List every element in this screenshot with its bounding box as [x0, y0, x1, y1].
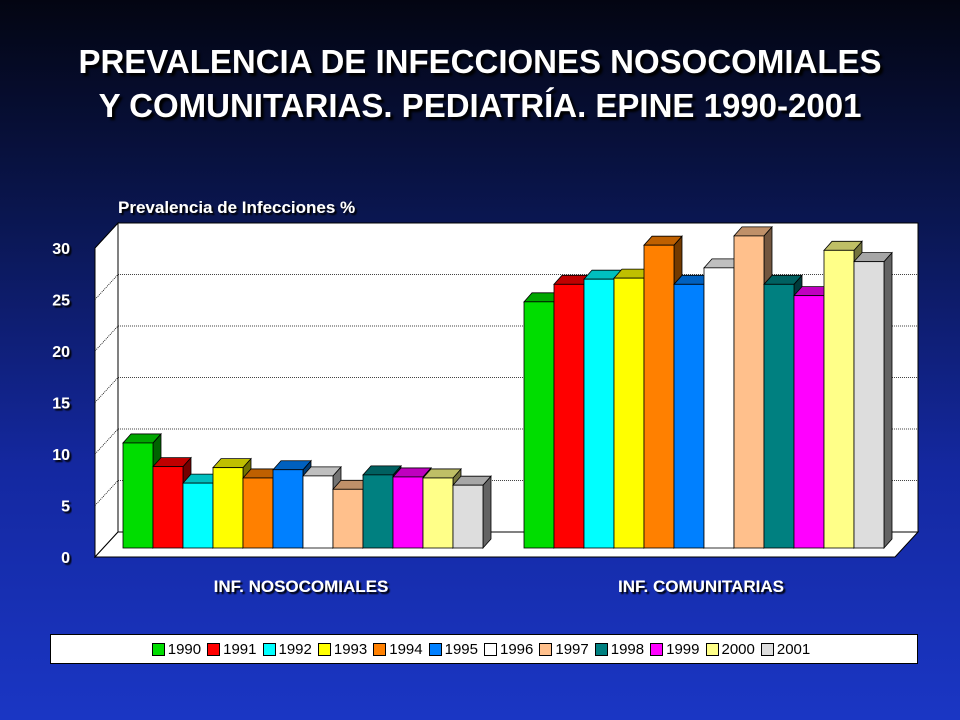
legend-item-1995: 1995 — [428, 640, 478, 658]
legend-swatch — [151, 642, 165, 656]
bar-front — [733, 235, 765, 549]
bar-front — [302, 475, 334, 549]
bar-front — [523, 301, 555, 549]
y-tick-label: 5 — [61, 499, 70, 516]
y-tick-label: 20 — [52, 344, 70, 361]
legend-label: 1998 — [610, 640, 645, 658]
bar-front — [703, 267, 735, 549]
bar-front — [122, 442, 154, 549]
bar-front — [673, 283, 705, 549]
legend-label: 1997 — [555, 640, 589, 658]
bar-front — [362, 474, 394, 549]
legend-item-2001: 2001 — [760, 640, 811, 658]
legend-swatch — [207, 642, 221, 656]
category-label: INF. NOSOCOMIALES — [214, 577, 389, 596]
bar-front — [823, 249, 855, 549]
legend-item-1994: 1994 — [373, 640, 423, 658]
y-tick-label: 0 — [61, 550, 70, 567]
legend-swatch — [539, 642, 553, 656]
y-tick-label: 30 — [52, 241, 70, 258]
category-label: INF. COMUNITARIAS — [618, 577, 784, 596]
bar-side — [482, 475, 492, 550]
legend-label: 2001 — [776, 640, 811, 658]
legend-label: 1999 — [666, 640, 700, 658]
bar-front — [583, 278, 615, 549]
title-line-1: PREVALENCIA DE INFECCIONES NOSOCOMIALES — [78, 43, 882, 80]
legend-item-1997: 1997 — [539, 640, 589, 658]
bars — [122, 225, 893, 550]
legend-swatch — [594, 642, 608, 656]
legend-item-1993: 1993 — [317, 640, 368, 658]
bar-front — [272, 469, 304, 549]
legend-swatch — [484, 642, 497, 656]
y-tick-label: 10 — [52, 447, 70, 464]
legend-item-1998: 1998 — [594, 640, 645, 658]
legend-swatch — [650, 642, 664, 656]
bar-front — [212, 467, 244, 549]
y-tick-label: 25 — [52, 293, 70, 310]
legend-item-1996: 1996 — [484, 641, 533, 658]
legend-swatch — [428, 642, 442, 656]
legend: 1990 1991 1992 1993 1994 1995 1996 1997 1998 1999… — [50, 634, 918, 664]
legend-label: 1991 — [223, 640, 257, 658]
bar-side — [883, 251, 893, 550]
bar-2001-nosocomiales — [452, 475, 492, 550]
title-line-2: Y COMUNITARIAS. PEDIATRÍA. EPINE 1990-20… — [98, 87, 862, 124]
y-tick-label: 15 — [52, 396, 70, 413]
bar-front — [392, 476, 424, 549]
bar-front — [422, 477, 454, 549]
bar-front — [332, 488, 364, 549]
legend-label: 1996 — [500, 640, 534, 658]
bar-front — [643, 244, 675, 549]
legend-label: 1990 — [167, 640, 202, 658]
legend-swatch — [373, 642, 387, 656]
bar-front — [613, 277, 645, 549]
legend-label: 1992 — [278, 640, 312, 658]
bar-front — [793, 295, 825, 549]
x-axis-categories: INF. NOSOCOMIALES INF. COMUNITARIAS — [214, 577, 784, 596]
bar-1995-comunitarias — [673, 274, 713, 550]
legend-item-2000: 2000 — [705, 640, 755, 658]
legend-label: 1993 — [333, 640, 368, 658]
bar-front — [853, 261, 885, 549]
legend-label: 2000 — [721, 640, 755, 658]
bar-front — [182, 482, 214, 549]
y-axis-ticks: 0 5 10 15 20 25 30 — [52, 241, 70, 567]
bar-1998-comunitarias — [763, 274, 803, 550]
bar-front — [452, 484, 484, 549]
legend-item-1990: 1990 — [151, 640, 202, 658]
bar-front — [242, 477, 274, 549]
legend-swatch — [317, 642, 331, 656]
bar-front — [553, 283, 585, 549]
legend-swatch — [705, 642, 719, 656]
legend-swatch — [760, 642, 774, 656]
legend-label: 1994 — [389, 640, 423, 658]
legend-item-1992: 1992 — [262, 640, 312, 658]
page-title: PREVALENCIA DE INFECCIONES NOSOCOMIALES … — [0, 40, 960, 128]
y-axis-label: Prevalencia de Infecciones % — [118, 198, 355, 217]
legend-label: 1995 — [444, 640, 478, 658]
legend-item-1991: 1991 — [207, 640, 257, 658]
legend-item-1999: 1999 — [650, 640, 700, 658]
legend-swatch — [262, 642, 276, 656]
bar-front — [152, 466, 184, 549]
bar-front — [763, 283, 795, 549]
bar-2001-comunitarias — [853, 251, 893, 550]
